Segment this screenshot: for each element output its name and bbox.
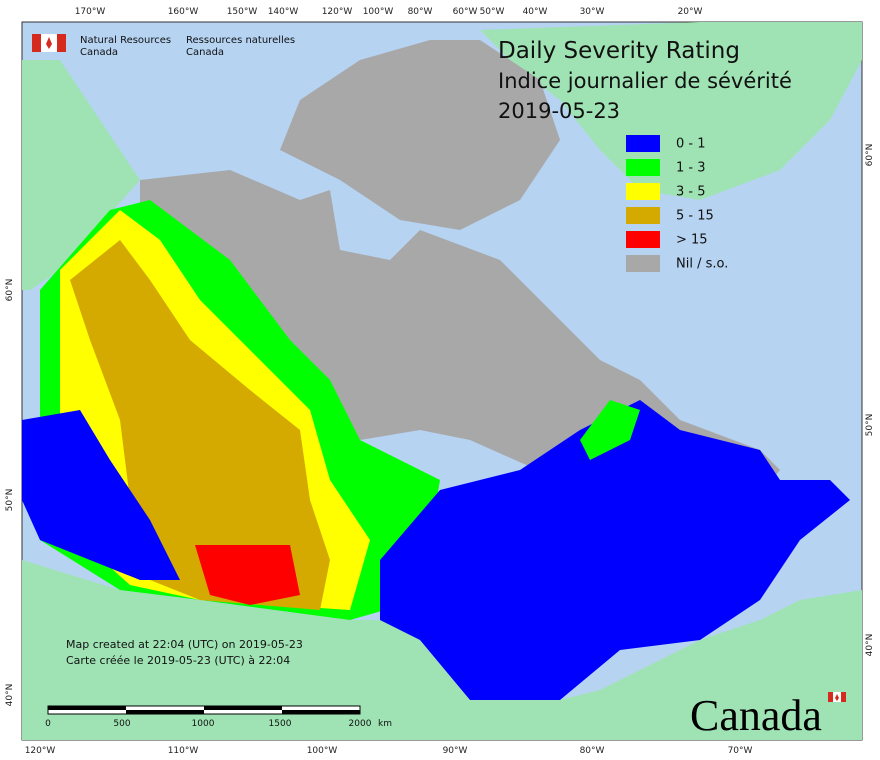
scale-label: 1500 (269, 719, 292, 729)
credit: Carte créée le 2019-05-23 (UTC) à 22:04 (66, 654, 290, 667)
legend-swatch (626, 159, 660, 176)
graticule-label: 50°N (5, 489, 15, 512)
agency-en: Canada (80, 47, 118, 58)
legend-label: 0 - 1 (676, 137, 706, 152)
graticule-label: 60°W (453, 7, 478, 17)
graticule-label: 160°W (168, 7, 199, 17)
graticule-label: 40°W (523, 7, 548, 17)
agency-fr: Canada (186, 47, 224, 58)
graticule-label: 20°W (678, 7, 703, 17)
severity-zones (22, 200, 850, 700)
graticule-label: 120°W (25, 746, 56, 756)
scale-unit: km (378, 719, 392, 729)
graticule-label: 40°N (5, 684, 15, 707)
title: Daily Severity Rating (498, 38, 740, 64)
agency-fr: Ressources naturelles (186, 35, 295, 46)
graticule-label: 80°W (580, 746, 605, 756)
graticule-label: 30°W (580, 7, 605, 17)
graticule-label: 100°W (363, 7, 394, 17)
scale-label: 1000 (192, 719, 215, 729)
legend-swatch (626, 255, 660, 272)
graticule-label: 110°W (168, 746, 199, 756)
title: Indice journalier de sévérité (498, 69, 792, 93)
canada-flag (32, 34, 846, 702)
scale-label: 0 (45, 719, 51, 729)
legend-label: Nil / s.o. (676, 257, 728, 272)
graticule-label: 40°N (865, 634, 875, 657)
graticule-label: 80°W (408, 7, 433, 17)
legend-label: 3 - 5 (676, 185, 706, 200)
wordmark: Canada (690, 691, 822, 740)
credit: Map created at 22:04 (UTC) on 2019-05-23 (66, 638, 303, 651)
graticule-label: 60°N (865, 144, 875, 167)
legend-swatch (626, 183, 660, 200)
agency-en: Natural Resources (80, 35, 171, 46)
legend-swatch (626, 207, 660, 224)
legend-label: > 15 (676, 233, 708, 248)
graticule-label: 50°N (865, 414, 875, 437)
scale-label: 500 (113, 719, 130, 729)
date: 2019-05-23 (498, 99, 620, 123)
graticule-label: 120°W (322, 7, 353, 17)
graticule-label: 90°W (443, 746, 468, 756)
scale-label: 2000 (349, 719, 372, 729)
graticule-label: 100°W (307, 746, 338, 756)
graticule-label: 170°W (75, 7, 106, 17)
legend-swatch (626, 135, 660, 152)
graticule-label: 60°N (5, 279, 15, 302)
scale-bar (47, 705, 361, 715)
graticule-label: 50°W (480, 7, 505, 17)
legend-swatch (626, 231, 660, 248)
legend-label: 5 - 15 (676, 209, 714, 224)
graticule-label: 150°W (227, 7, 258, 17)
graticule-label: 70°W (728, 746, 753, 756)
graticule-label: 140°W (268, 7, 299, 17)
legend-label: 1 - 3 (676, 161, 706, 176)
